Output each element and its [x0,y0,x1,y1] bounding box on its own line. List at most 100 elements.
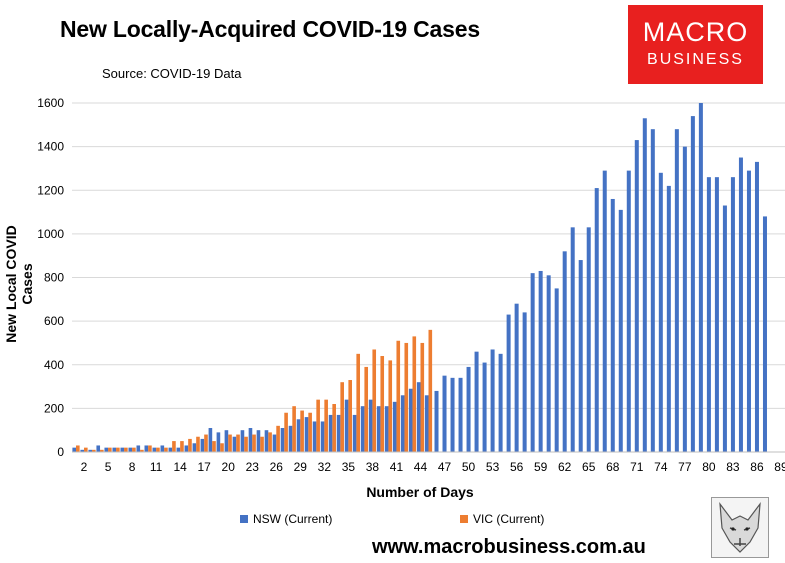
bar-vic [228,434,232,452]
bar-nsw [80,449,85,452]
bar-nsw [722,205,727,452]
bar-nsw [344,399,349,452]
bar-nsw [570,227,575,452]
bar-nsw [144,445,149,452]
bar-vic [188,438,192,452]
legend-item-vic: VIC (Current) [460,512,544,526]
bar-nsw [450,377,455,452]
bar-nsw [746,170,751,452]
bar-nsw [168,447,173,452]
x-tick-label: 11 [150,460,163,474]
bar-vic [92,449,96,452]
x-tick-label: 68 [606,460,620,474]
x-tick-label: 86 [750,460,764,474]
bar-nsw [288,425,293,452]
x-tick-label: 8 [129,460,136,474]
y-tick-label: 800 [44,271,64,285]
bar-vic [260,436,264,452]
bar-vic [332,404,336,452]
legend-label-vic: VIC (Current) [473,512,545,526]
bar-nsw [424,395,429,452]
bar-nsw [466,366,471,452]
bar-vic [300,410,304,452]
bar-vic [204,434,208,452]
bar-vic [132,447,136,452]
bar-nsw [658,172,663,453]
x-tick-label: 83 [726,460,740,474]
bar-nsw [698,103,703,452]
y-tick-label: 600 [44,314,64,328]
y-tick-label: 1000 [37,227,64,241]
bar-vic [428,329,433,452]
bar-vic [164,447,168,452]
bar-vic [268,432,272,452]
x-tick-label: 5 [105,460,112,474]
x-tick-label: 77 [678,460,692,474]
bar-nsw [216,432,221,452]
bar-nsw [762,216,767,452]
bar-nsw [88,449,93,452]
bar-vic [404,342,409,452]
bar-vic [116,447,120,452]
bar-vic [292,406,296,452]
y-tick-label: 200 [44,401,64,415]
wolf-logo-image [711,497,769,558]
bar-nsw [112,447,117,452]
bar-nsw [400,395,405,452]
y-tick-label: 1200 [37,183,64,197]
bar-vic [196,436,200,452]
bar-vic [316,399,320,452]
bar-vic [412,336,417,452]
bar-vic [100,449,104,452]
bar-vic [380,356,385,452]
bar-nsw [328,414,333,452]
bar-vic [324,399,328,452]
bar-vic [356,353,361,452]
x-tick-labels: 2 5 8 11 14 17 20 23 26 29 32 35 38 41 44 47 50 53 56 59 62 6… [81,460,785,474]
x-tick-label: 53 [486,460,500,474]
x-tick-label: 41 [390,460,404,474]
bar-nsw [506,314,511,452]
bar-nsw [264,430,269,452]
bar-nsw [200,438,205,452]
x-tick-label: 47 [438,460,452,474]
bar-nsw [72,447,77,452]
x-tick-label: 89 [774,460,785,474]
x-tick-label: 50 [462,460,476,474]
bar-vic [276,425,280,452]
bar-nsw [280,428,285,452]
bar-nsw [666,185,671,452]
bars [72,103,767,453]
bar-vic [180,441,184,452]
bar-nsw [474,351,479,452]
bar-nsw [482,362,487,452]
bar-vic [140,449,144,452]
bar-nsw [618,209,623,452]
bar-nsw [706,177,711,452]
bar-nsw [160,445,165,452]
bar-vic [84,447,88,452]
y-tick-label: 1600 [37,96,64,110]
y-tick-label: 1400 [37,140,64,154]
x-axis-label: Number of Days [366,484,474,500]
bar-nsw [296,419,301,452]
bar-nsw [514,303,519,452]
bar-nsw [256,430,261,452]
bar-nsw [682,146,687,453]
bar-nsw [730,177,735,452]
x-tick-label: 44 [414,460,428,474]
bar-nsw [578,260,583,452]
bar-vic [220,443,224,452]
x-tick-label: 62 [558,460,572,474]
bar-vic [148,445,152,452]
bar-nsw [152,447,157,452]
bar-nsw [690,116,695,452]
bar-nsw [392,401,397,452]
bar-nsw [176,447,181,452]
bar-nsw [650,129,655,452]
bar-nsw [232,436,237,452]
bar-vic [236,434,240,452]
bar-nsw [360,406,365,452]
bar-nsw [434,390,439,452]
bar-nsw [498,353,503,452]
